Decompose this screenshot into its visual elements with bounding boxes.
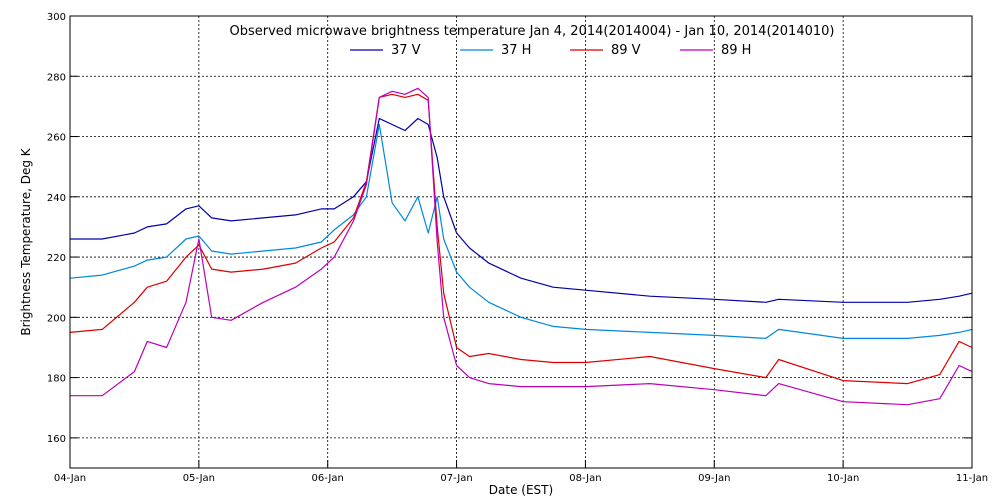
plot-frame	[69, 15, 973, 469]
x-tick-label: 04-Jan	[54, 473, 86, 484]
x-tick-label: 06-Jan	[312, 473, 344, 484]
y-tick-label: 220	[47, 253, 66, 264]
legend-label-89-h: 89 H	[721, 43, 751, 58]
y-axis-title: Brightness Temperature, Deg K	[19, 147, 33, 335]
series-line-37-v	[70, 117, 973, 303]
y-tick-label: 180	[47, 374, 66, 385]
y-tick-label: 200	[47, 313, 66, 324]
series-line-89-v	[69, 93, 973, 385]
legend-label-89-v: 89 V	[611, 43, 641, 58]
grid-layer	[70, 16, 972, 468]
x-tick-label: 10-Jan	[827, 473, 859, 484]
y-tick-label: 160	[47, 434, 66, 445]
x-tick-label: 05-Jan	[183, 473, 215, 484]
y-tick-label: 240	[47, 193, 66, 204]
x-tick-label: 11-Jan	[956, 473, 988, 484]
x-tick-label: 07-Jan	[440, 473, 472, 484]
x-axis-title: Date (EST)	[489, 483, 553, 497]
series-line-89-h	[70, 87, 973, 406]
series-layer	[69, 87, 973, 406]
legend-label-37-v: 37 V	[391, 43, 421, 58]
legend: 37 V 37 H 89 V 89 H	[350, 43, 751, 58]
y-tick-label: 260	[47, 133, 66, 144]
y-tick-label: 280	[47, 72, 66, 83]
legend-label-37-h: 37 H	[501, 43, 531, 58]
y-tick-label: 300	[47, 12, 66, 23]
tick-layer: 04-Jan 05-Jan 06-Jan 07-Jan 08-Jan 09-Jan 10-J…	[47, 12, 988, 484]
series-line-37-h	[69, 123, 973, 339]
chart-title: Observed microwave brightness temperatur…	[230, 24, 835, 39]
x-tick-label: 09-Jan	[698, 473, 730, 484]
x-tick-label: 08-Jan	[569, 473, 601, 484]
